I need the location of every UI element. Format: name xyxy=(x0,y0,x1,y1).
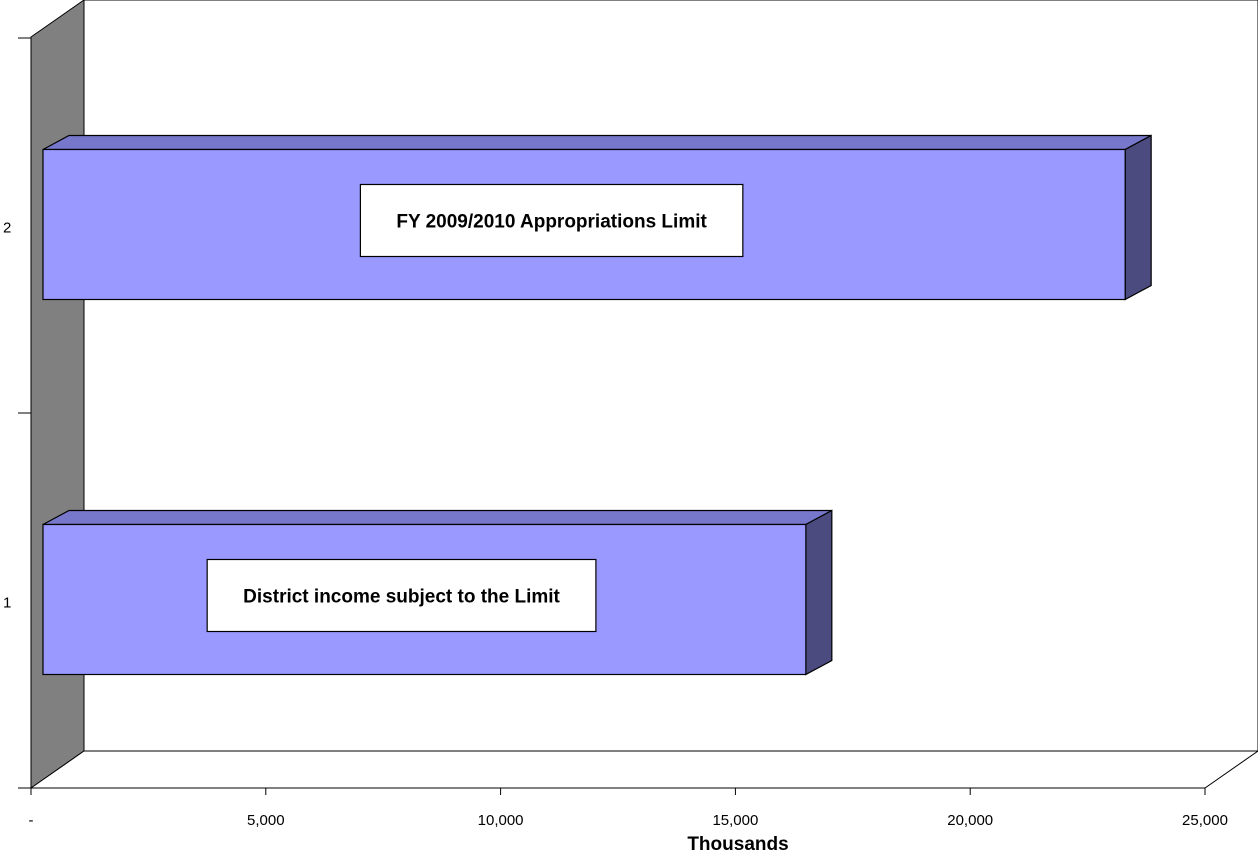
data-label-text: FY 2009/2010 Appropriations Limit xyxy=(396,212,707,233)
data-label-box xyxy=(359,183,744,258)
x-tick-label: 20,000 xyxy=(947,812,993,829)
bar-top-face xyxy=(42,134,1152,151)
bar-series: District income subject to the Limit FY 2… xyxy=(42,134,1152,676)
x-tick-label: 25,000 xyxy=(1182,812,1228,829)
data-label: FY 2009/2010 Appropriations Limit xyxy=(359,183,744,258)
x-tick-label: - xyxy=(29,812,34,829)
bar-side-face xyxy=(805,509,833,676)
data-label-box xyxy=(206,558,597,633)
y-tick-label: 2 xyxy=(3,220,11,237)
x-axis-title: Thousands xyxy=(687,834,788,855)
x-axis: - 5,000 10,000 15,000 20,000 25,000 xyxy=(29,788,1228,829)
x-tick-label: 10,000 xyxy=(478,812,524,829)
bar-1: District income subject to the Limit xyxy=(42,509,833,676)
x-tick-label: 5,000 xyxy=(247,812,285,829)
y-tick-label: 1 xyxy=(3,595,11,612)
floor xyxy=(29,750,1258,789)
x-tick-label: 15,000 xyxy=(712,812,758,829)
bar-2: FY 2009/2010 Appropriations Limit xyxy=(42,134,1152,301)
data-label-text: District income subject to the Limit xyxy=(243,587,560,608)
data-label: District income subject to the Limit xyxy=(206,558,597,633)
y-axis: 12 xyxy=(3,37,31,789)
bar-top-face xyxy=(42,509,833,526)
bar-side-face xyxy=(1124,134,1152,301)
